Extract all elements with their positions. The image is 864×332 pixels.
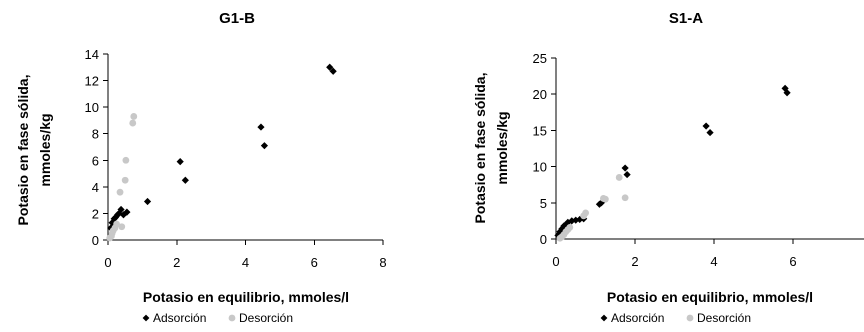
- data-point-adsorcion: [597, 199, 606, 207]
- data-point-adsorcion: [181, 176, 189, 184]
- x-tick-label: 4: [242, 255, 249, 270]
- y-tick-label: 20: [533, 87, 547, 102]
- x-tick-label: 4: [710, 254, 717, 269]
- x-tick-label: 2: [631, 254, 638, 269]
- y-tick-label: 14: [85, 47, 99, 62]
- y-tick-label: 6: [92, 153, 99, 168]
- data-point-desorcion: [621, 194, 629, 202]
- y-tick-label: 15: [533, 123, 547, 138]
- data-point-adsorcion: [706, 128, 714, 137]
- data-point-desorcion: [566, 224, 574, 231]
- chart-title: S1-A: [669, 10, 703, 27]
- legend-label-adsorcion: Adsorción: [611, 311, 664, 325]
- legend-marker-desorcion: [686, 314, 694, 322]
- y-axis-label-line2: mmoles/kg: [494, 111, 510, 184]
- data-point-adsorcion: [564, 218, 572, 226]
- data-point-adsorcion: [781, 84, 789, 93]
- data-point-adsorcion: [143, 197, 152, 206]
- data-point-adsorcion: [176, 158, 184, 166]
- x-tick-label: 8: [379, 255, 386, 270]
- x-tick-label: 6: [311, 255, 318, 270]
- y-tick-label: 4: [92, 180, 99, 195]
- data-point-desorcion: [113, 220, 120, 228]
- legend-label-desorcion: Desorción: [239, 311, 293, 325]
- x-axis-label: Potasio en equilibrio, mmoles/l: [607, 289, 813, 305]
- data-point-adsorcion: [117, 205, 125, 214]
- data-point-desorcion: [122, 156, 130, 164]
- legend-label-desorcion: Desorción: [697, 311, 751, 325]
- x-tick-label: 0: [104, 255, 111, 270]
- data-point-desorcion: [615, 174, 623, 181]
- data-point-adsorcion: [621, 164, 629, 172]
- y-tick-label: 8: [92, 127, 99, 142]
- data-point-adsorcion: [123, 208, 131, 216]
- y-tick-label: 0: [540, 232, 547, 247]
- y-axis-label: Potasio en fase sólida,: [472, 73, 488, 224]
- data-point-adsorcion: [623, 170, 631, 179]
- data-point-desorcion: [130, 113, 138, 120]
- legend-marker-adsorcion: [142, 314, 150, 322]
- data-point-adsorcion: [702, 122, 710, 130]
- data-point-adsorcion: [257, 123, 265, 131]
- legend-marker-desorcion: [228, 314, 236, 322]
- data-point-adsorcion: [260, 142, 269, 150]
- data-point-desorcion: [121, 176, 129, 184]
- data-point-desorcion: [116, 188, 124, 196]
- y-axis-label-line2: mmoles/kg: [37, 113, 53, 186]
- x-axis-label: Potasio en equilibrio, mmoles/l: [143, 289, 349, 305]
- data-point-desorcion: [601, 195, 609, 203]
- y-axis-label: Potasio en fase sólida,: [15, 75, 31, 226]
- data-point-adsorcion: [326, 63, 334, 71]
- chart-panel-g1b: G1-B 0 2 4 6 8 10 12 14 0 2 4 6 8 Potasio en fase sóli…: [15, 10, 387, 325]
- data-point-adsorcion: [111, 213, 120, 222]
- y-tick-label: 5: [540, 196, 547, 211]
- y-tick-label: 10: [533, 160, 547, 175]
- data-point-adsorcion: [568, 217, 576, 225]
- y-tick-label: 12: [85, 74, 99, 89]
- legend-label-adsorcion: Adsorción: [153, 311, 206, 325]
- data-point-adsorcion: [329, 67, 337, 75]
- x-tick-label: 2: [173, 255, 180, 270]
- data-point-adsorcion: [554, 231, 562, 239]
- y-tick-label: 2: [92, 206, 99, 221]
- chart-title: G1-B: [219, 10, 255, 27]
- legend-marker-adsorcion: [600, 314, 608, 322]
- y-tick-label: 10: [85, 100, 99, 115]
- y-tick-label: 25: [533, 51, 547, 66]
- data-point-adsorcion: [558, 225, 566, 233]
- chart-panel-s1a: S1-A 0 5 10 15 20 25 0 2 4 6 Potasio en fase sólida…: [472, 10, 864, 325]
- data-point-adsorcion: [783, 89, 791, 97]
- data-point-desorcion: [582, 209, 590, 217]
- data-point-desorcion: [118, 223, 126, 231]
- x-tick-label: 0: [552, 254, 559, 269]
- data-point-desorcion: [129, 119, 137, 127]
- x-tick-label: 6: [789, 254, 796, 269]
- y-tick-label: 0: [92, 233, 99, 248]
